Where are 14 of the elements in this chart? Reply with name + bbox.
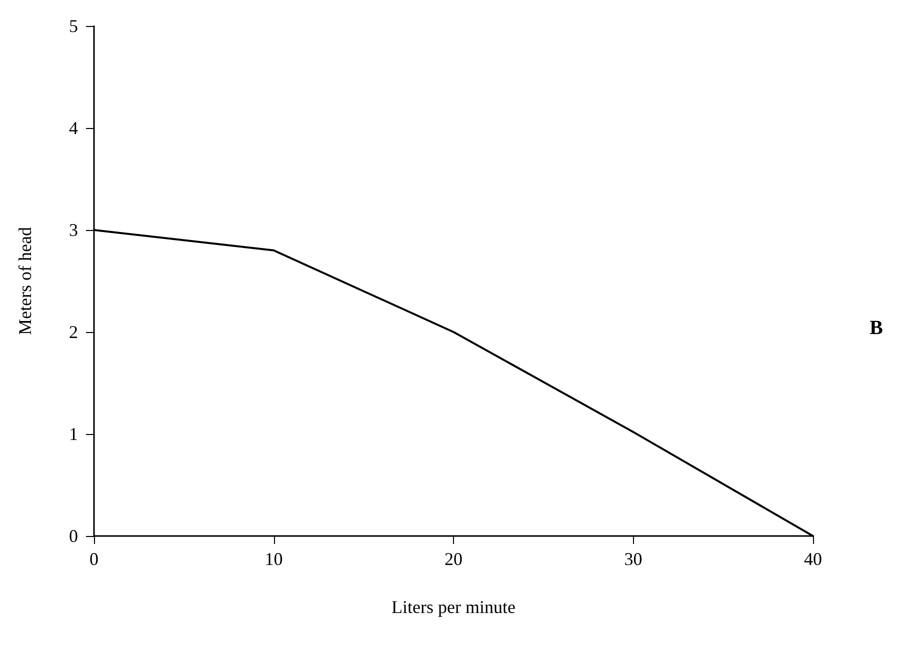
x-tick-label: 40 xyxy=(804,549,822,569)
x-axis-title: Liters per minute xyxy=(392,597,516,617)
y-tick-label: 2 xyxy=(69,322,78,342)
text: B xyxy=(870,317,884,339)
y-tick-label: 4 xyxy=(69,118,78,138)
y-tick-label: 5 xyxy=(69,16,78,36)
x-tick-label: 30 xyxy=(624,549,642,569)
x-tick-label: 0 xyxy=(90,549,98,569)
y-axis-title: Meters of head xyxy=(15,227,35,335)
y-tick-label: 0 xyxy=(69,526,78,546)
x-tick-label: 20 xyxy=(444,549,462,569)
y-tick-label: 1 xyxy=(69,424,78,444)
x-tick-label: 10 xyxy=(264,549,283,569)
y-tick-label: 3 xyxy=(69,220,78,240)
